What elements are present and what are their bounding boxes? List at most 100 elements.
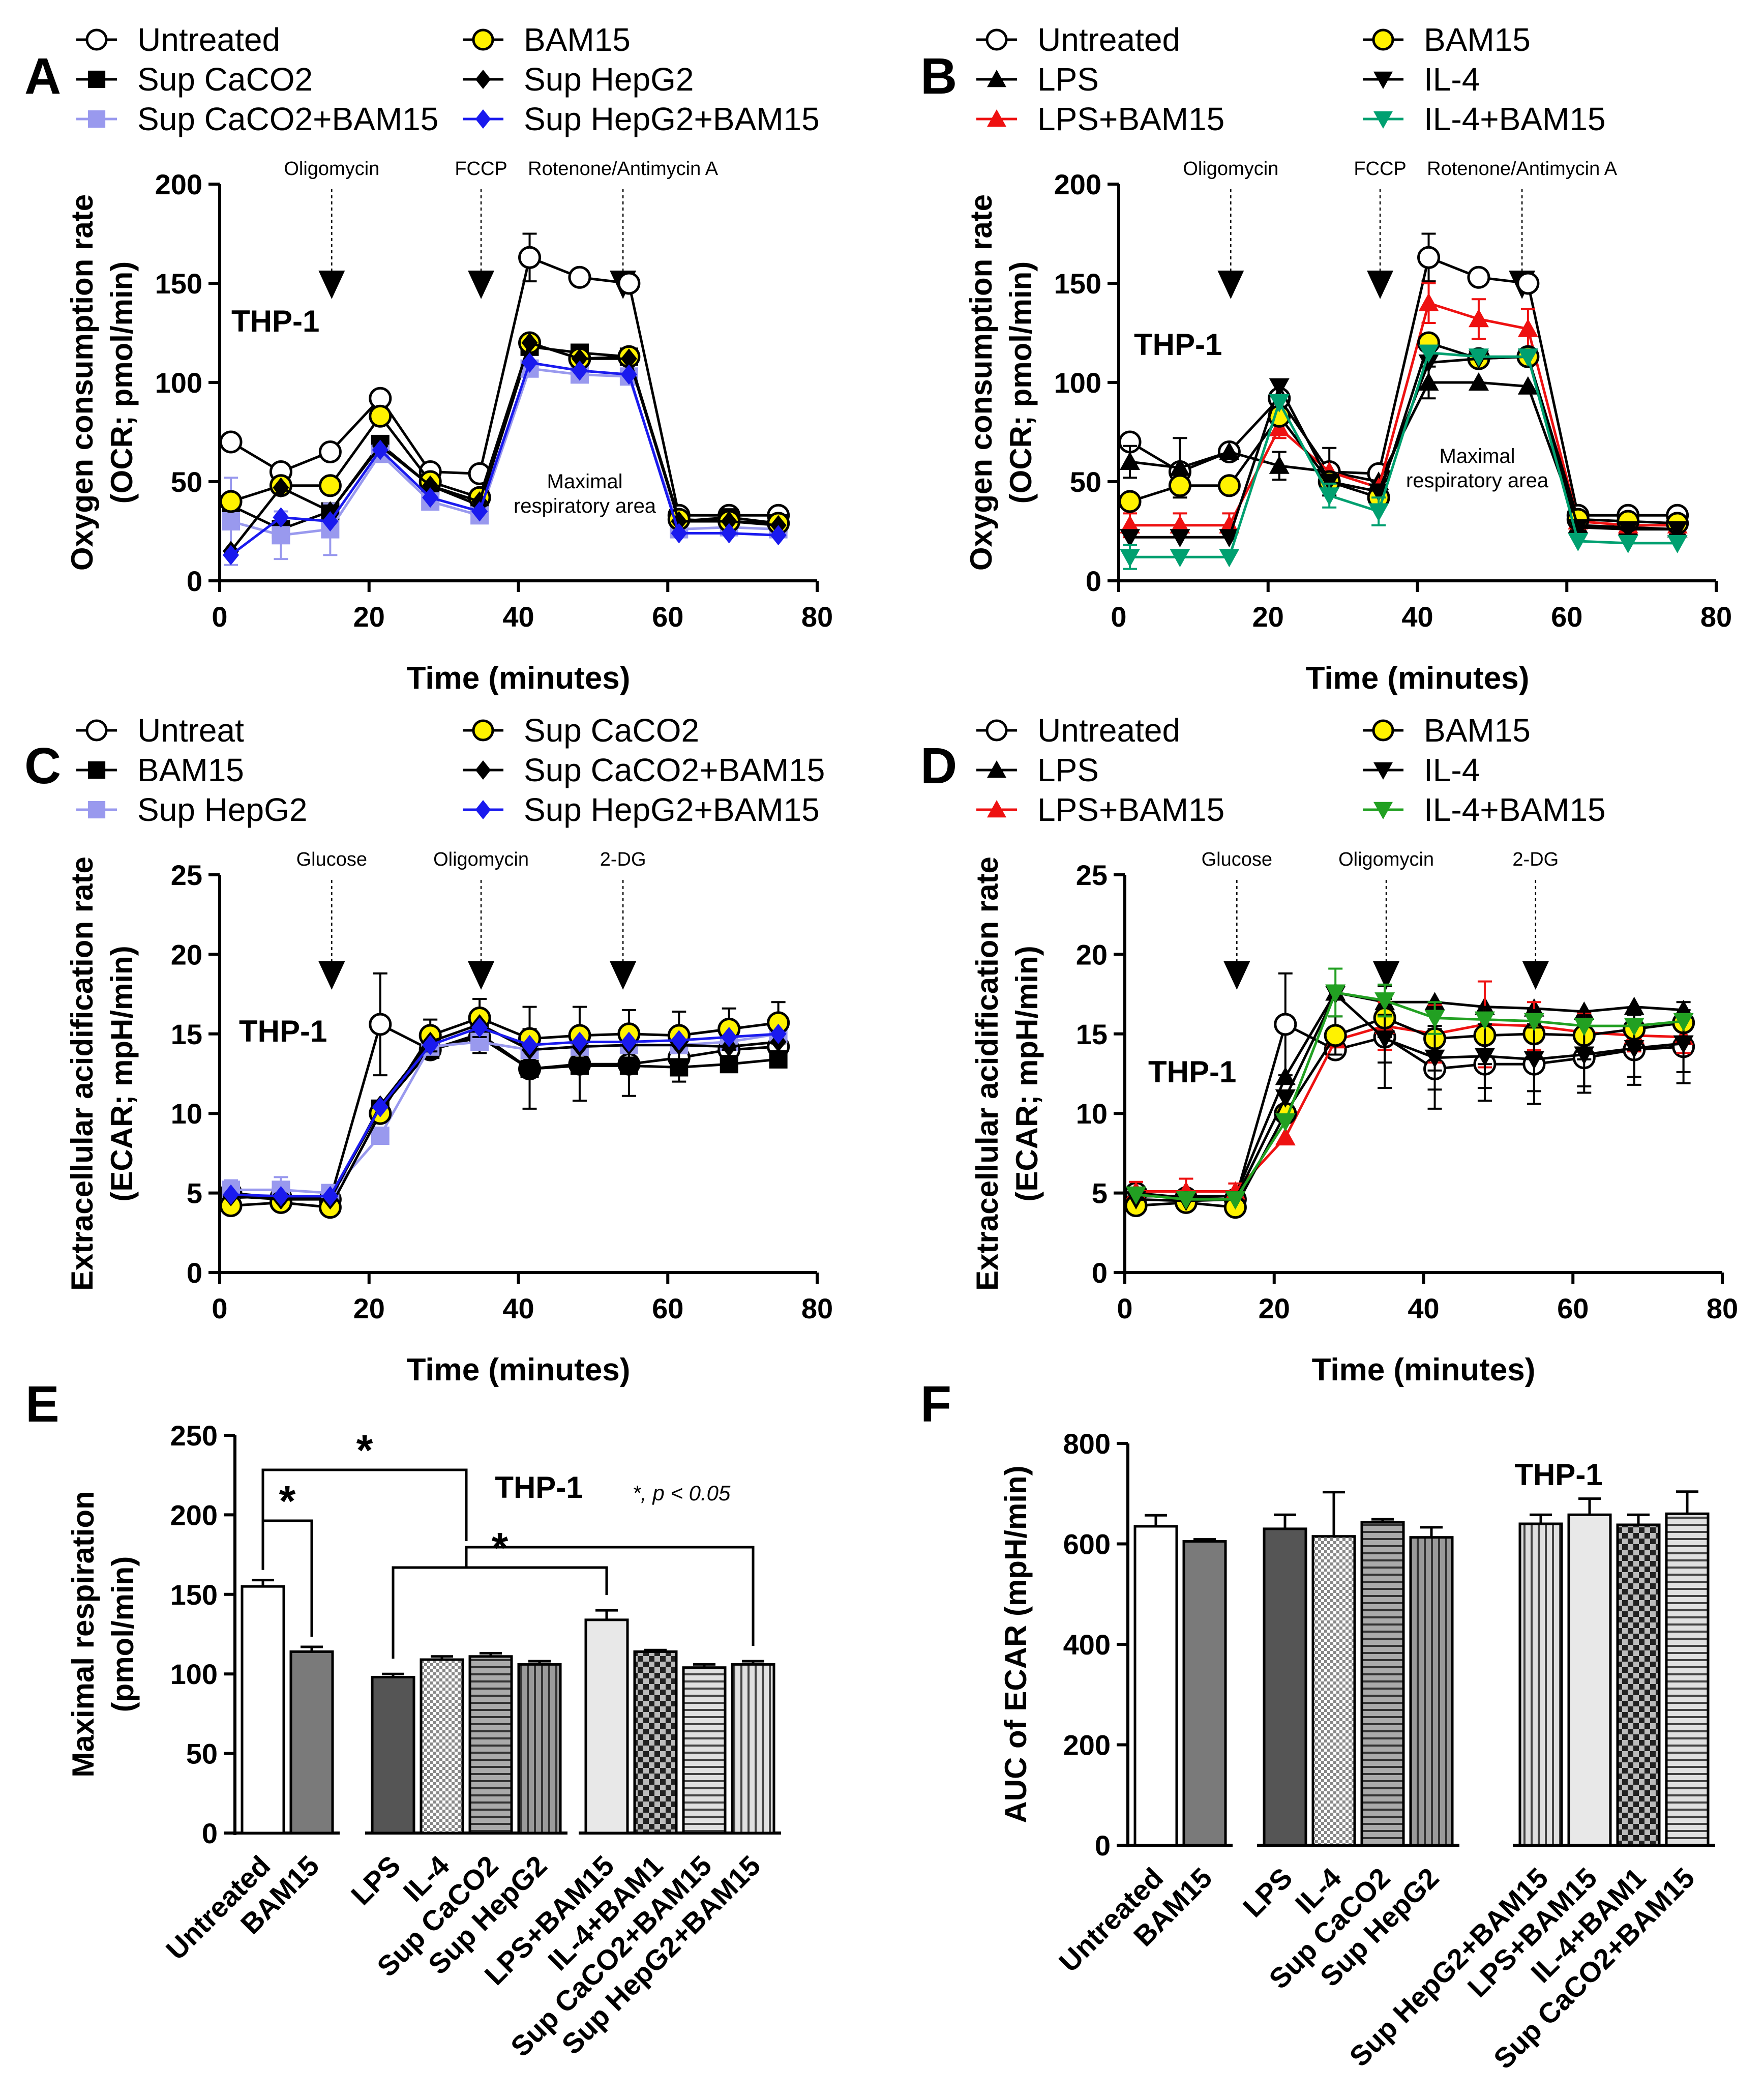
data-point <box>521 1035 538 1055</box>
data-point <box>422 1035 439 1055</box>
data-point <box>721 1027 737 1048</box>
y-axis-label: Extracellular acidification rate <box>65 856 99 1291</box>
data-point <box>518 246 542 269</box>
significance-bracket <box>465 1546 755 1646</box>
y-tick-label: 0 <box>1086 565 1101 597</box>
data-point <box>1120 452 1141 470</box>
data-point <box>1523 1013 1544 1031</box>
y-tick-label: 0 <box>1095 1829 1111 1862</box>
legend-label: BAM15 <box>1424 712 1531 749</box>
data-point <box>1516 272 1540 295</box>
legend-marker <box>1373 762 1393 780</box>
y-tick-label: 200 <box>155 168 202 200</box>
x-tick-label: 60 <box>1557 1292 1589 1324</box>
cell-line-label: THP-1 <box>1134 328 1222 362</box>
legend-item-il-4-bam15: IL-4+BAM15 <box>1363 101 1606 137</box>
legend-item-untreat: Untreat <box>76 712 244 749</box>
legend-item-sup-caco2: Sup CaCO2 <box>76 61 313 98</box>
area-label-line: Maximal <box>1440 445 1515 467</box>
data-point <box>1275 1113 1296 1132</box>
injection-label: 2-DG <box>1512 849 1559 870</box>
data-point <box>1120 515 1141 534</box>
data-point <box>1368 483 1389 502</box>
legend-label: BAM15 <box>1424 21 1531 58</box>
data-point <box>372 439 388 460</box>
data-point <box>1374 1030 1395 1049</box>
legend-item-sup-hepg2-bam15: Sup HepG2+BAM15 <box>463 101 820 137</box>
injection-glucose: Glucose <box>296 849 367 990</box>
data-point <box>1424 1010 1445 1028</box>
y-tick-label: 250 <box>170 1420 218 1452</box>
injection-rotenone-antimycin-a: Rotenone/Antimycin A <box>1427 158 1618 299</box>
data-point <box>1667 521 1688 540</box>
data-point <box>369 404 392 428</box>
legend-marker <box>987 109 1006 127</box>
x-tick-label: 40 <box>502 1292 534 1324</box>
x-tick-label: 0 <box>212 601 227 633</box>
legend-label: LPS <box>1037 61 1099 98</box>
data-point <box>1574 1018 1595 1037</box>
significance-star: * <box>279 1477 296 1525</box>
legend-marker <box>475 760 491 780</box>
series-untreated <box>1118 232 1689 527</box>
bar <box>289 1650 334 1835</box>
x-axis-label: Time (minutes) <box>1306 661 1530 696</box>
x-tick-label: 80 <box>801 1292 833 1324</box>
injection-arrow <box>1217 271 1244 299</box>
y-tick-label: 10 <box>1076 1098 1108 1130</box>
series-sup-hepg2-bam15 <box>223 352 787 566</box>
panel-label: D <box>920 737 957 794</box>
legend-item-sup-hepg2-bam15: Sup HepG2+BAM15 <box>463 791 820 828</box>
legend-label: Sup HepG2+BAM15 <box>524 791 820 828</box>
legend-marker <box>475 109 491 129</box>
data-point <box>1424 1049 1445 1068</box>
y-tick-label: 25 <box>171 859 202 891</box>
y-axis-label: Oxygen consumption rate <box>964 194 998 571</box>
data-point <box>1219 549 1240 568</box>
data-point <box>720 1055 738 1074</box>
y-tick-label: 50 <box>1070 466 1101 498</box>
legend-marker <box>987 70 1006 87</box>
y-axis-label: (ECAR; mpH/min) <box>105 946 139 1201</box>
data-point <box>1418 344 1439 363</box>
y-tick-label: 5 <box>1092 1177 1108 1209</box>
panel-label: B <box>920 48 957 105</box>
series-untreat <box>219 972 790 1211</box>
legend-item-sup-hepg2: Sup HepG2 <box>463 61 694 98</box>
data-point <box>521 333 538 353</box>
data-point <box>1574 1046 1595 1065</box>
data-point <box>671 523 687 544</box>
legend-marker <box>985 28 1008 51</box>
data-point <box>471 501 488 522</box>
bar <box>633 1650 678 1835</box>
legend-label: Sup HepG2+BAM15 <box>524 101 820 137</box>
legend-marker <box>87 110 106 128</box>
series-bam15 <box>1124 997 1695 1219</box>
injection-label: Glucose <box>296 849 367 870</box>
legend-marker <box>85 28 108 51</box>
data-point <box>1269 394 1290 412</box>
legend-item-sup-caco2: Sup CaCO2 <box>463 712 699 749</box>
legend-marker <box>87 761 106 779</box>
data-point <box>619 1056 638 1075</box>
injection-label: Rotenone/Antimycin A <box>1427 158 1618 180</box>
data-point <box>1673 1013 1694 1031</box>
injection-arrow <box>318 271 345 299</box>
data-point <box>620 348 637 369</box>
y-axis-label: (OCR; pmol/min) <box>1004 261 1038 504</box>
data-point <box>1170 515 1190 534</box>
y-tick-label: 800 <box>1063 1428 1111 1460</box>
x-tick-label: 80 <box>1707 1292 1738 1324</box>
legend-label: Untreat <box>137 712 244 749</box>
x-tick-label: 20 <box>353 601 385 633</box>
data-point <box>1120 529 1141 548</box>
injection-oligomycin: Oligomycin <box>1338 849 1434 990</box>
data-point <box>1474 1048 1495 1067</box>
data-point <box>571 1031 588 1052</box>
data-point <box>372 1097 388 1117</box>
x-axis-label: Time (minutes) <box>407 661 631 696</box>
data-point <box>1217 474 1241 497</box>
legend-marker <box>475 70 491 89</box>
bar <box>1133 1525 1178 1847</box>
injection-oligomycin: Oligomycin <box>433 849 529 990</box>
